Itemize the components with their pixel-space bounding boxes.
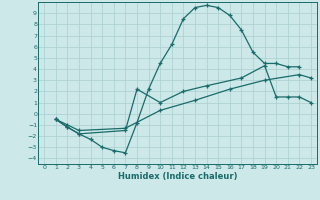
X-axis label: Humidex (Indice chaleur): Humidex (Indice chaleur) (118, 172, 237, 181)
